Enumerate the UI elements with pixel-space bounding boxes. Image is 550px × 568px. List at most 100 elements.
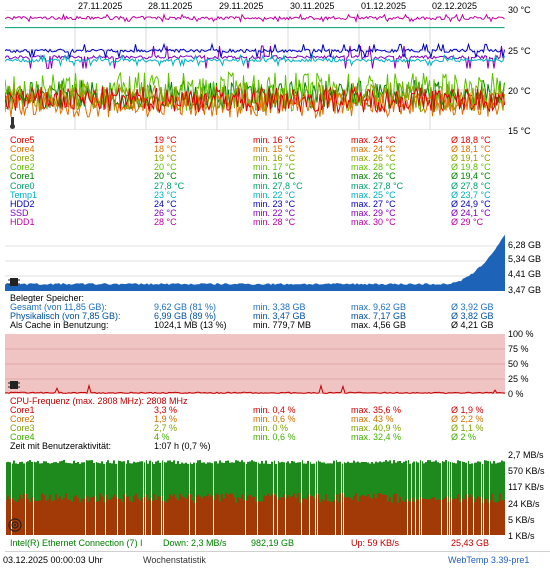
footer-timestamp: 03.12.2025 00:00:03 Uhr	[3, 555, 103, 565]
max-value: max. 24 °C	[351, 144, 396, 155]
axis-label: 6,28 GB	[508, 240, 542, 250]
axis-label: 20 °C	[508, 86, 531, 96]
current-value: 27,8 °C	[154, 180, 185, 191]
axis-label: 15 °C	[508, 126, 531, 136]
sensor-name: Core4	[10, 144, 35, 155]
cpu-chart	[5, 334, 505, 394]
avg-value: Ø 2,2 %	[451, 414, 484, 424]
version-link[interactable]: WebTemp 3.39-pre1	[448, 555, 530, 565]
current-value: 3,3 %	[154, 405, 178, 415]
avg-value: Ø 27,8 °C	[451, 180, 491, 191]
current-value: 20 °C	[154, 162, 177, 173]
avg-value: Ø 1,9 %	[451, 405, 484, 415]
max-value: max. 28 °C	[351, 162, 396, 173]
cpu-axis: 100 % 75 % 50 % 25 % 0 %	[508, 329, 550, 399]
sensor-name: Als Cache in Benutzung:	[10, 320, 109, 330]
axis-label: 100 %	[508, 329, 534, 339]
min-value: min. 16 °C	[253, 153, 296, 164]
cpu-core-row: Core1 3,3 % min. 0,4 % max. 35,6 % Ø 1,9 %	[10, 405, 550, 415]
min-value: min. 16 °C	[253, 135, 296, 145]
cpu-frequency: CPU-Frequenz (max. 2808 MHz): 2808 MHz	[10, 396, 188, 406]
avg-value: Ø 19,4 °C	[451, 171, 491, 182]
sensor-row: HDD2 24 °C min. 23 °C max. 27 °C Ø 24,9 °C	[10, 199, 550, 209]
memory-chip-icon	[8, 276, 20, 288]
temperature-axis: 30 °C 25 °C 20 °C 15 °C	[508, 5, 550, 136]
current-value: 6,99 GB (89 %)	[154, 311, 217, 321]
min-value: min. 0,4 %	[253, 405, 296, 415]
sensor-name: Gesamt (von 11,85 GB):	[10, 302, 107, 312]
axis-label: 75 %	[508, 344, 529, 354]
network-graph	[5, 455, 505, 535]
avg-value: Ø 18,8 °C	[451, 135, 491, 145]
min-value: min. 17 °C	[253, 162, 296, 173]
current-value: 18 °C	[154, 144, 177, 155]
sensor-name: Core2	[10, 414, 35, 424]
memory-graph	[5, 231, 505, 291]
axis-label: 50 %	[508, 359, 529, 369]
memory-row: Gesamt (von 11,85 GB): 9,62 GB (81 %) min.…	[10, 302, 550, 312]
sensor-row: Core5 19 °C min. 16 °C max. 24 °C Ø 18,8 °C	[10, 135, 550, 145]
min-value: min. 3,38 GB	[253, 302, 306, 312]
axis-label: 25 °C	[508, 46, 531, 56]
sensor-name: HDD1	[10, 216, 35, 227]
avg-value: Ø 29 °C	[451, 216, 484, 227]
max-value: max. 26 °C	[351, 171, 396, 182]
axis-label: 3,47 GB	[508, 285, 542, 295]
max-value: max. 32,4 %	[351, 432, 402, 442]
memory-row: Physikalisch (von 7,85 GB): 6,99 GB (89 %…	[10, 311, 550, 321]
current-value: 28 °C	[154, 216, 177, 227]
network-adapter: Intel(R) Ethernet Connection (7) I	[10, 538, 143, 548]
avg-value: Ø 4,21 GB	[451, 320, 494, 330]
min-value: min. 27,8 °C	[253, 180, 303, 191]
max-value: max. 9,62 GB	[351, 302, 407, 312]
date-label: 28.11.2025	[148, 1, 193, 11]
current-value: 9,62 GB (81 %)	[154, 302, 217, 312]
network-down-total: 982,19 GB	[251, 538, 295, 548]
date-label: 29.11.2025	[219, 1, 264, 11]
current-value: 20 °C	[154, 171, 177, 182]
current-value: 1024,1 MB (13 %)	[154, 320, 227, 330]
memory-title: Belegter Speicher:	[10, 293, 85, 303]
current-value: 26 °C	[154, 207, 177, 218]
sensor-row: Temp1 23 °C min. 22 °C max. 25 °C Ø 23,7 °C	[10, 190, 550, 200]
cpu-chip-icon	[8, 379, 20, 391]
min-value: min. 0 %	[253, 423, 289, 433]
avg-value: Ø 19,1 °C	[451, 153, 491, 164]
date-label: 30.11.2025	[290, 1, 335, 11]
max-value: max. 27 °C	[351, 198, 396, 209]
axis-label: 5,34 GB	[508, 254, 542, 264]
sensor-name: Core1	[10, 171, 35, 182]
sensor-name: Core0	[10, 180, 35, 191]
min-value: min. 16 °C	[253, 171, 296, 182]
sensor-row: Core0 27,8 °C min. 27,8 °C max. 27,8 °C Ø 27…	[10, 181, 550, 191]
thermometer-icon	[8, 117, 18, 129]
sensor-row: Core4 18 °C min. 15 °C max. 24 °C Ø 18,1 °C	[10, 144, 550, 154]
avg-value: Ø 2 %	[451, 432, 477, 442]
sensor-row: SSD 26 °C min. 22 °C max. 29 °C Ø 24,1 °C	[10, 208, 550, 218]
min-value: min. 23 °C	[253, 198, 296, 209]
sensor-name: Core4	[10, 432, 35, 442]
max-value: max. 40,9 %	[351, 423, 402, 433]
sensor-name: Core1	[10, 405, 35, 415]
temperature-graph	[5, 10, 505, 130]
sensor-row: Core2 20 °C min. 17 °C max. 28 °C Ø 19,8 °C	[10, 162, 550, 172]
avg-value: Ø 23,7 °C	[451, 189, 491, 200]
cpu-core-row: Core4 4 % min. 0,6 % max. 32,4 % Ø 2 %	[10, 432, 550, 442]
max-value: max. 4,56 GB	[351, 320, 407, 330]
avg-value: Ø 3,92 GB	[451, 302, 494, 312]
max-value: max. 35,6 %	[351, 405, 402, 415]
memory-axis: 6,28 GB 5,34 GB 4,41 GB 3,47 GB	[508, 238, 550, 298]
axis-label: 0 %	[508, 389, 524, 399]
min-value: min. 779,7 MB	[253, 320, 312, 330]
min-value: min. 0,6 %	[253, 414, 296, 424]
cpu-core-row: Core2 1,9 % min. 0,6 % max. 43 % Ø 2,2 %	[10, 414, 550, 424]
network-up: Up: 59 KB/s	[351, 538, 400, 548]
date-label: 27.11.2025	[78, 1, 123, 11]
weekly-stats-link[interactable]: Wochenstatistik	[143, 555, 206, 565]
date-label: 01.12.2025	[361, 1, 407, 11]
date-label: 02.12.2025	[432, 1, 478, 11]
avg-value: Ø 1,1 %	[451, 423, 484, 433]
current-value: 1,9 %	[154, 414, 178, 424]
min-value: min. 22 °C	[253, 207, 296, 218]
min-value: min. 28 °C	[253, 216, 296, 227]
